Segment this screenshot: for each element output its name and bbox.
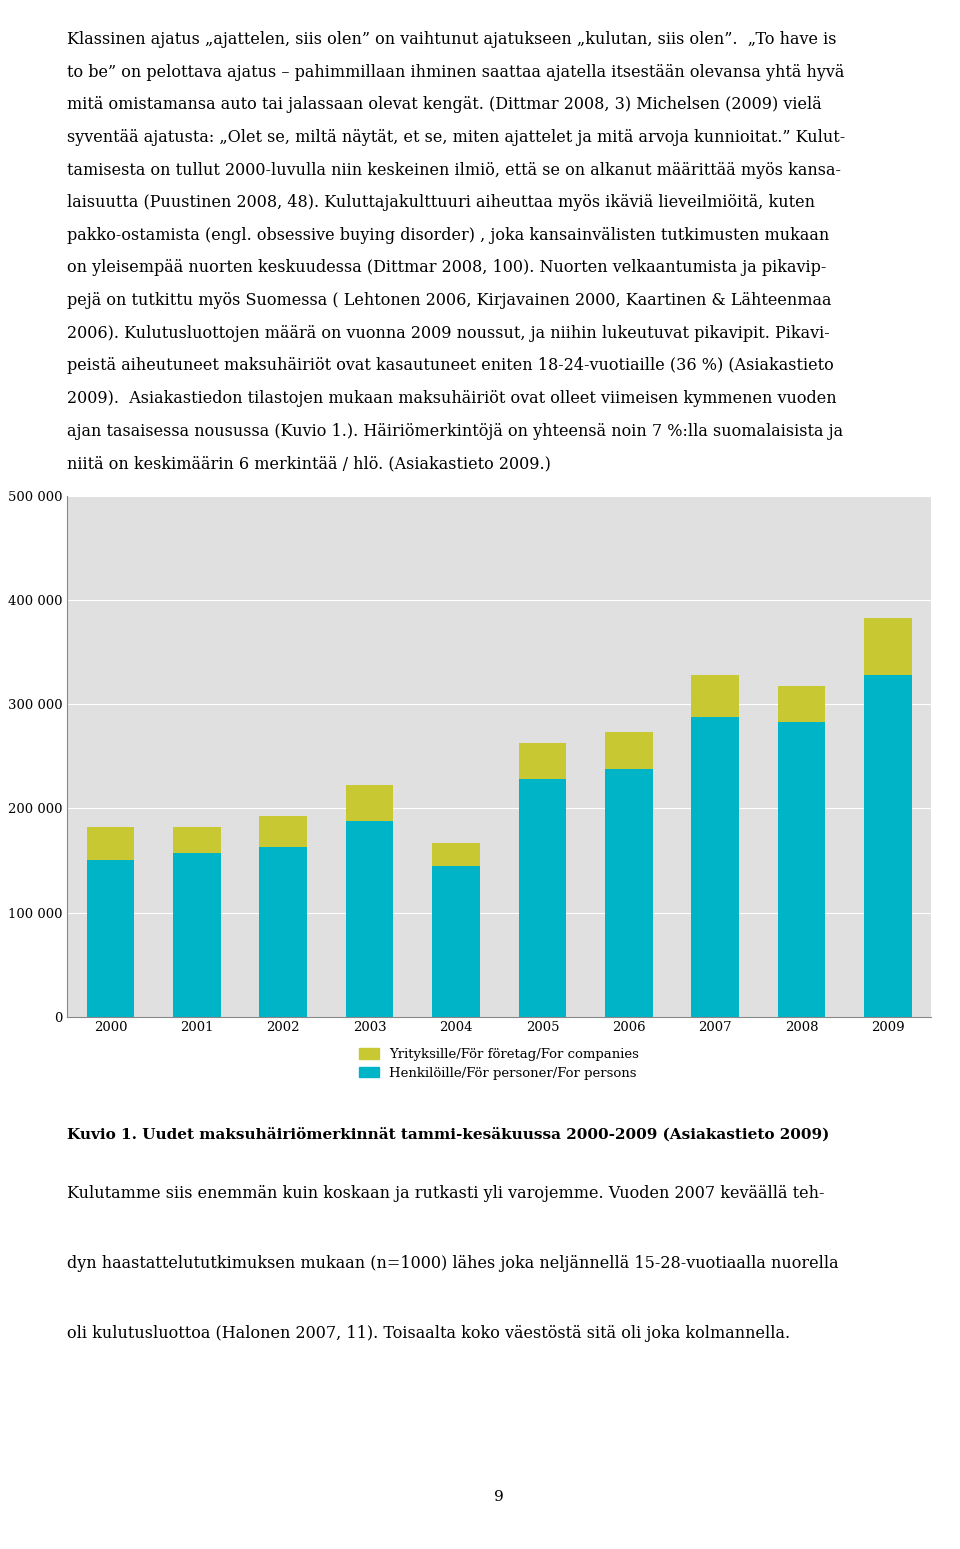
Text: to be” on pelottava ajatus – pahimmillaan ihminen saattaa ajatella itsestään ole: to be” on pelottava ajatus – pahimmillaa… [67, 64, 845, 81]
Text: niitä on keskimäärin 6 merkintää / hlö. (Asiakastieto 2009.): niitä on keskimäärin 6 merkintää / hlö. … [67, 455, 551, 472]
Text: peistä aiheutuneet maksuhäiriöt ovat kasautuneet eniten 18-24-vuotiaille (36 %) : peistä aiheutuneet maksuhäiriöt ovat kas… [67, 358, 834, 375]
Text: Kuvio 1. Uudet maksuhäiriömerkinnät tammi-kesäkuussa 2000-2009 (Asiakastieto 200: Kuvio 1. Uudet maksuhäiriömerkinnät tamm… [67, 1128, 829, 1142]
Bar [432, 866, 480, 1016]
Bar [864, 618, 912, 675]
Legend: Yrityksille/För företag/For companies, Henkilöille/För personer/For persons: Yrityksille/För företag/For companies, H… [359, 1049, 639, 1080]
Text: 9: 9 [494, 1490, 504, 1504]
Text: 2009).  Asiakastiedon tilastojen mukaan maksuhäiriöt ovat olleet viimeisen kymme: 2009). Asiakastiedon tilastojen mukaan m… [67, 390, 837, 407]
Bar [605, 768, 653, 1016]
Bar [518, 744, 566, 779]
Text: Kulutamme siis enemmän kuin koskaan ja rutkasti yli varojemme. Vuoden 2007 kevää: Kulutamme siis enemmän kuin koskaan ja r… [67, 1185, 825, 1202]
Text: mitä omistamansa auto tai jalassaan olevat kengät. (Dittmar 2008, 3) Michelsen (: mitä omistamansa auto tai jalassaan olev… [67, 96, 822, 113]
Bar [691, 675, 739, 717]
Text: pejä on tutkittu myös Suomessa ( Lehtonen 2006, Kirjavainen 2000, Kaartinen & Lä: pejä on tutkittu myös Suomessa ( Lehtone… [67, 293, 831, 308]
Text: pakko-ostamista (engl. obsessive buying disorder) , joka kansainvälisten tutkimu: pakko-ostamista (engl. obsessive buying … [67, 226, 829, 243]
Text: dyn haastattelututkimuksen mukaan (n=1000) lähes joka neljännellä 15-28-vuotiaal: dyn haastattelututkimuksen mukaan (n=100… [67, 1255, 839, 1272]
Text: Klassinen ajatus „ajattelen, siis olen” on vaihtunut ajatukseen „kulutan, siis o: Klassinen ajatus „ajattelen, siis olen” … [67, 31, 837, 48]
Text: ajan tasaisessa nousussa (Kuvio 1.). Häiriömerkintöjä on yhteensä noin 7 %:lla s: ajan tasaisessa nousussa (Kuvio 1.). Häi… [67, 423, 843, 440]
Text: syventää ajatusta: „Olet se, miltä näytät, et se, miten ajattelet ja mitä arvoja: syventää ajatusta: „Olet se, miltä näytä… [67, 129, 846, 146]
Bar [259, 816, 307, 847]
Bar [86, 827, 134, 861]
Bar [259, 847, 307, 1016]
Bar [778, 686, 826, 722]
Bar [346, 784, 394, 821]
Bar [173, 827, 221, 853]
Text: tamisesta on tullut 2000-luvulla niin keskeinen ilmiö, että se on alkanut määrit: tamisesta on tullut 2000-luvulla niin ke… [67, 161, 841, 178]
Bar [518, 779, 566, 1016]
Text: laisuutta (Puustinen 2008, 48). Kuluttajakulttuuri aiheuttaa myös ikäviä lieveil: laisuutta (Puustinen 2008, 48). Kuluttaj… [67, 194, 815, 211]
Bar [346, 821, 394, 1016]
Text: 2006). Kulutusluottojen määrä on vuonna 2009 noussut, ja niihin lukeutuvat pikav: 2006). Kulutusluottojen määrä on vuonna … [67, 325, 830, 342]
Bar [173, 853, 221, 1016]
Bar [86, 861, 134, 1016]
Bar [432, 843, 480, 866]
Bar [778, 722, 826, 1016]
Text: on yleisempää nuorten keskuudessa (Dittmar 2008, 100). Nuorten velkaantumista ja: on yleisempää nuorten keskuudessa (Dittm… [67, 259, 827, 276]
Bar [605, 733, 653, 768]
Bar [864, 675, 912, 1016]
Bar [691, 717, 739, 1016]
Text: oli kulutusluottoa (Halonen 2007, 11). Toisaalta koko väestöstä sitä oli joka ko: oli kulutusluottoa (Halonen 2007, 11). T… [67, 1324, 790, 1341]
